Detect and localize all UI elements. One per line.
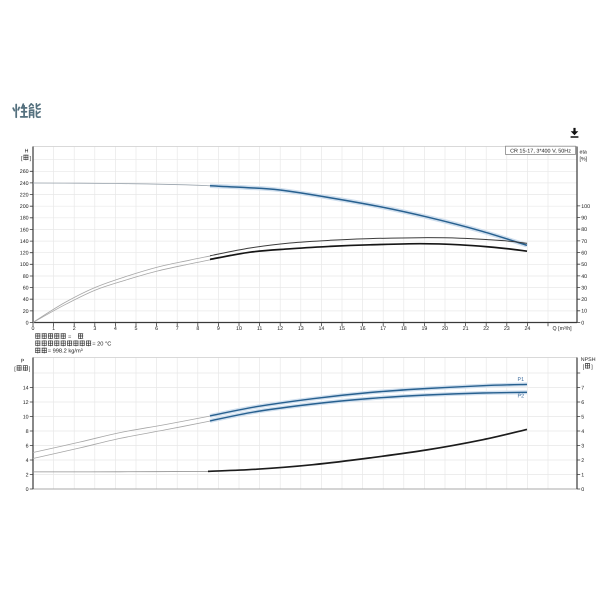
- svg-text:5: 5: [581, 414, 584, 420]
- svg-text:]: ]: [30, 156, 32, 162]
- svg-text:= 20 °C: = 20 °C: [92, 342, 111, 348]
- svg-text:18: 18: [401, 326, 407, 332]
- svg-text:[: [: [14, 366, 16, 372]
- svg-text:[: [: [21, 156, 23, 162]
- svg-text:[%]: [%]: [580, 157, 588, 163]
- svg-text:23: 23: [504, 326, 510, 332]
- svg-text:7: 7: [581, 385, 584, 391]
- svg-text:50: 50: [581, 262, 587, 268]
- svg-text:11: 11: [257, 326, 263, 332]
- svg-text:120: 120: [20, 251, 29, 257]
- svg-text:180: 180: [20, 216, 29, 222]
- svg-text:12: 12: [277, 326, 283, 332]
- svg-text:100: 100: [581, 204, 590, 210]
- svg-text:20: 20: [23, 309, 29, 315]
- svg-text:40: 40: [581, 274, 587, 280]
- svg-text:]: ]: [591, 364, 593, 370]
- svg-text:0: 0: [32, 326, 35, 332]
- svg-text:80: 80: [581, 227, 587, 233]
- svg-text:13: 13: [298, 326, 304, 332]
- svg-text:160: 160: [20, 227, 29, 233]
- svg-text:Q [m³/h]: Q [m³/h]: [553, 326, 573, 332]
- svg-text:P2: P2: [518, 394, 525, 400]
- svg-text:]: ]: [29, 366, 31, 372]
- svg-text:20: 20: [581, 297, 587, 303]
- svg-text:19: 19: [421, 326, 427, 332]
- svg-text:22: 22: [483, 326, 489, 332]
- svg-text:80: 80: [23, 274, 29, 280]
- svg-text:1: 1: [581, 472, 584, 478]
- svg-text:140: 140: [20, 239, 29, 245]
- svg-text:60: 60: [581, 250, 587, 256]
- svg-text:= 998.2 kg/m³: = 998.2 kg/m³: [48, 348, 83, 355]
- svg-text:7: 7: [176, 326, 179, 332]
- svg-text:4: 4: [114, 326, 117, 332]
- svg-text:1: 1: [52, 326, 55, 332]
- svg-text:4: 4: [581, 429, 584, 435]
- svg-text:100: 100: [20, 262, 29, 268]
- svg-text:NPSH: NPSH: [581, 357, 596, 363]
- svg-text:21: 21: [463, 326, 469, 332]
- svg-text:P1: P1: [518, 377, 525, 383]
- svg-text:6: 6: [581, 400, 584, 406]
- svg-text:5: 5: [135, 326, 138, 332]
- svg-text:0: 0: [26, 320, 29, 326]
- svg-text:6: 6: [26, 443, 29, 449]
- svg-text:9: 9: [217, 326, 220, 332]
- svg-text:40: 40: [23, 297, 29, 303]
- svg-text:3: 3: [93, 326, 96, 332]
- svg-text:[: [: [583, 364, 585, 370]
- svg-text:16: 16: [360, 326, 366, 332]
- svg-text:4: 4: [26, 458, 29, 464]
- svg-text:0: 0: [26, 487, 29, 493]
- svg-text:90: 90: [581, 216, 587, 222]
- svg-text:12: 12: [23, 400, 29, 406]
- svg-text:0: 0: [581, 320, 584, 326]
- svg-text:60: 60: [23, 286, 29, 292]
- svg-text:15: 15: [339, 326, 345, 332]
- svg-text:24: 24: [524, 326, 530, 332]
- svg-text:17: 17: [380, 326, 386, 332]
- svg-text:3: 3: [581, 443, 584, 449]
- svg-text:14: 14: [318, 326, 324, 332]
- svg-text:14: 14: [23, 385, 29, 391]
- svg-text:=: =: [68, 334, 72, 340]
- svg-text:6: 6: [155, 326, 158, 332]
- svg-text:10: 10: [23, 414, 29, 420]
- svg-text:240: 240: [20, 181, 29, 187]
- svg-text:20: 20: [442, 326, 448, 332]
- svg-text:2: 2: [26, 472, 29, 478]
- svg-text:CR 15-17, 3*400 V, 50Hz: CR 15-17, 3*400 V, 50Hz: [510, 149, 571, 155]
- svg-text:30: 30: [581, 285, 587, 291]
- svg-text:260: 260: [20, 169, 29, 175]
- svg-text:8: 8: [26, 429, 29, 435]
- svg-text:P: P: [21, 358, 25, 364]
- svg-text:10: 10: [236, 326, 242, 332]
- svg-text:2: 2: [73, 326, 76, 332]
- svg-text:2: 2: [581, 458, 584, 464]
- svg-text:70: 70: [581, 239, 587, 245]
- svg-text:H: H: [25, 149, 29, 155]
- svg-text:220: 220: [20, 192, 29, 198]
- svg-text:10: 10: [581, 309, 587, 315]
- svg-text:8: 8: [196, 326, 199, 332]
- svg-text:0: 0: [581, 487, 584, 493]
- svg-text:eta: eta: [580, 150, 587, 156]
- svg-text:200: 200: [20, 204, 29, 210]
